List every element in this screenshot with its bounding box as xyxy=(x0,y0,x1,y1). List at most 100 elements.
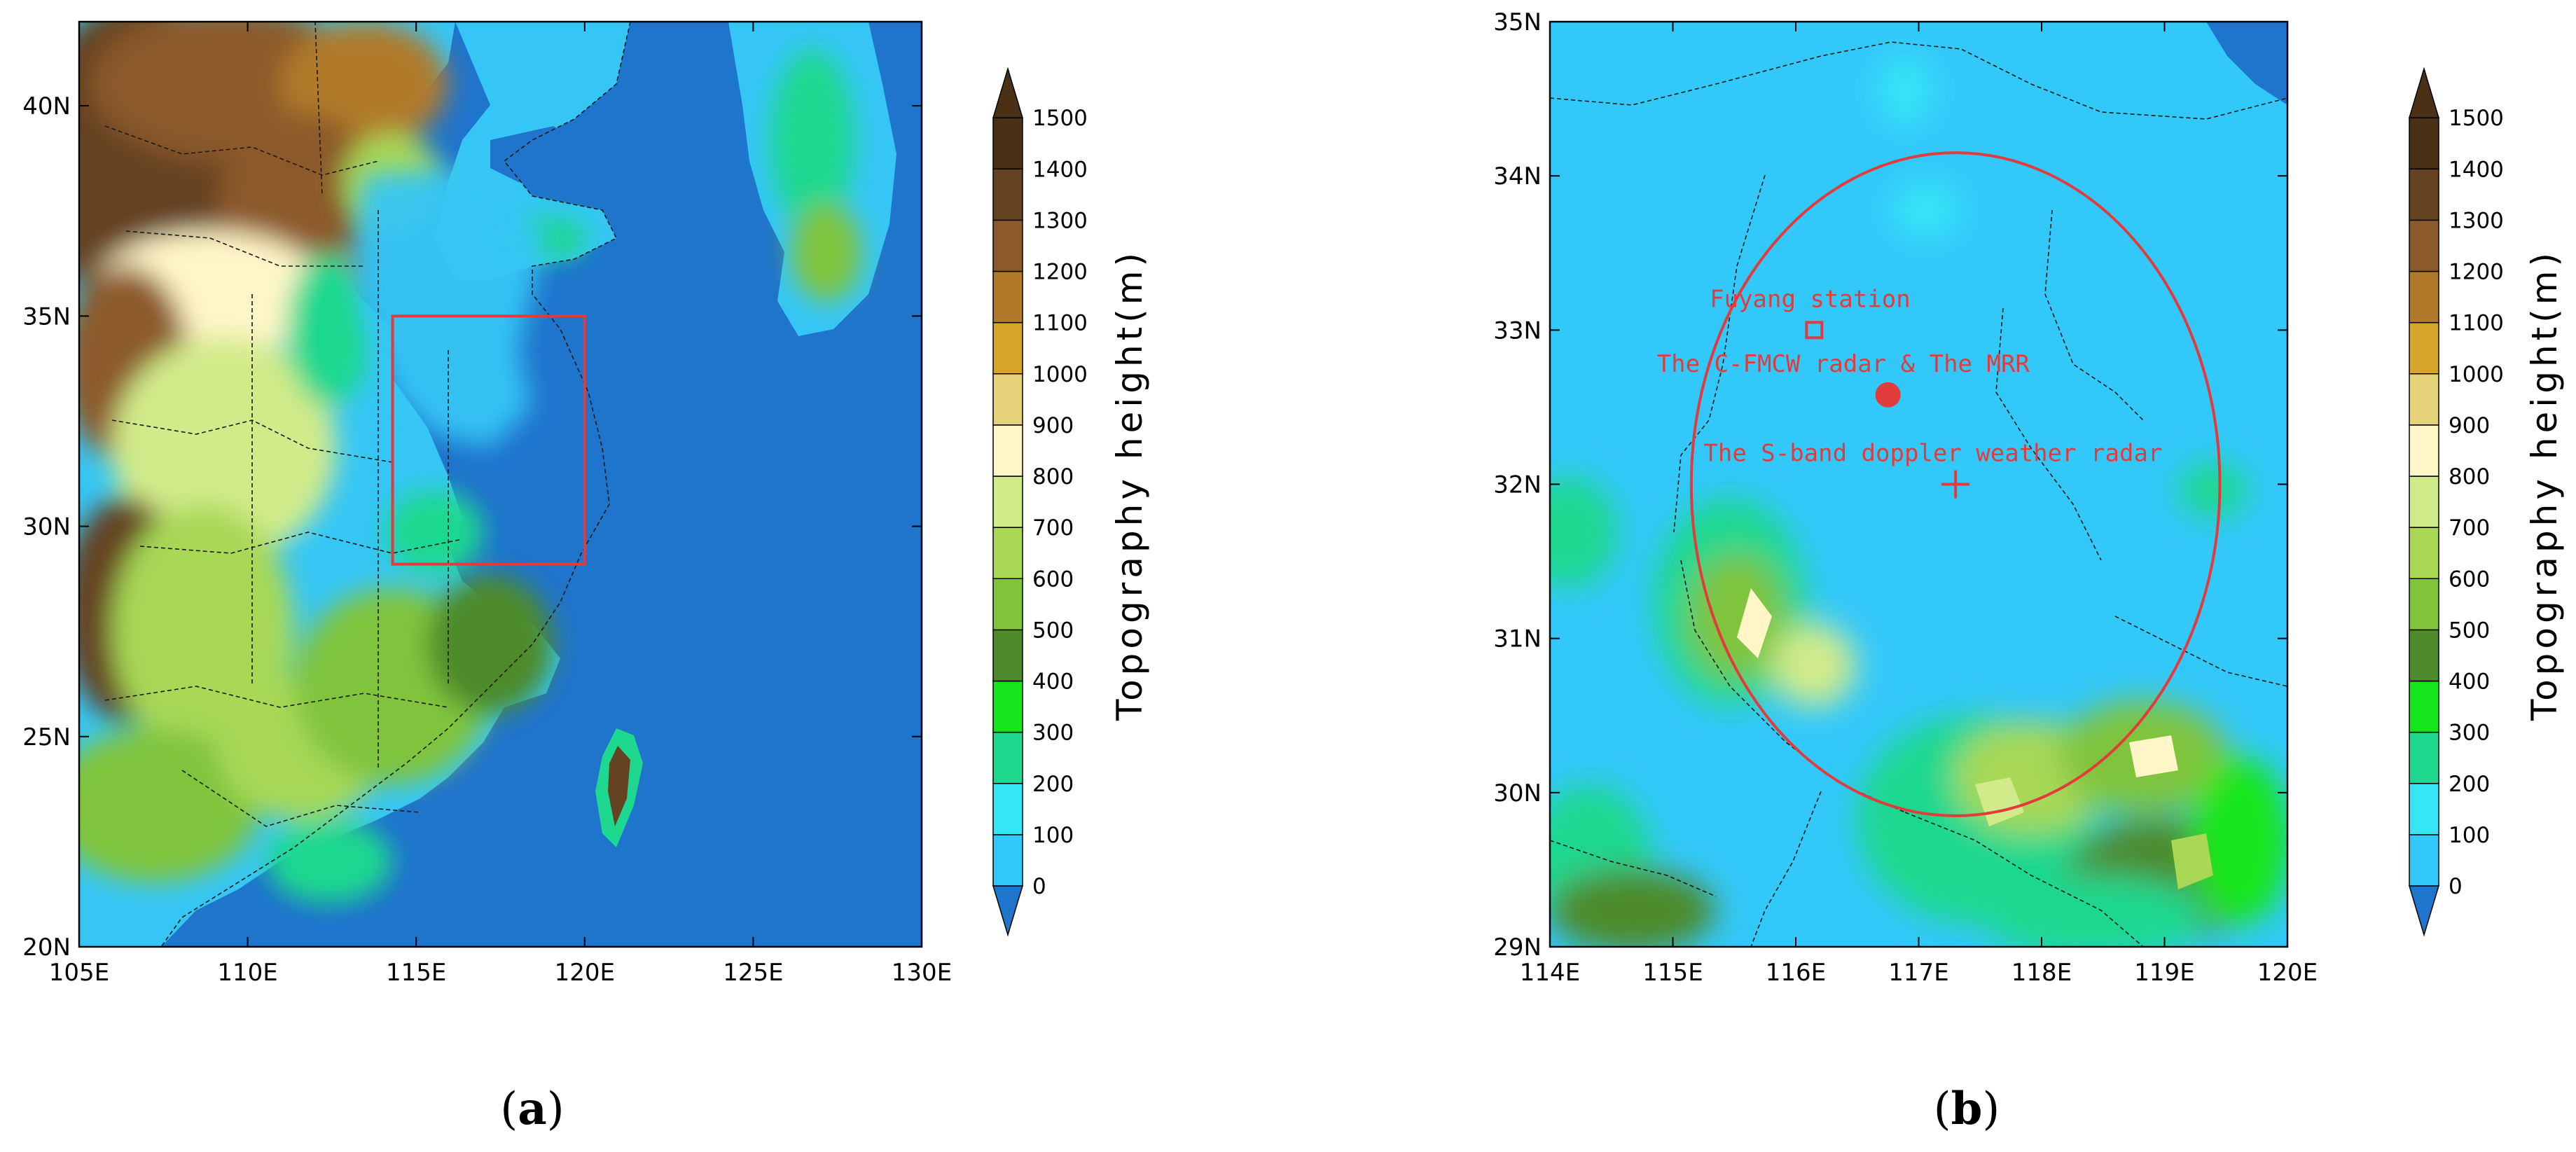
colorbar-a-segment-4 xyxy=(992,680,1023,733)
colorbar-a-segment-12 xyxy=(992,270,1023,324)
colorbar-b-label-0: 0 xyxy=(2449,874,2463,899)
panel-b-sea-corner xyxy=(2206,22,2287,105)
colorbar-b-label-1: 100 xyxy=(2449,823,2490,848)
colorbar-a-overflow-triangle xyxy=(992,67,1024,118)
colorbar-b-segment-5 xyxy=(2409,629,2439,682)
colorbar-b-segment-4 xyxy=(2409,680,2439,733)
panel-a-x-tick-label-2: 115E xyxy=(386,959,446,987)
c-fmcw-radar-marker xyxy=(1875,382,1901,408)
colorbar-b-label-7: 700 xyxy=(2449,515,2490,541)
panel-a-y-tick-label-1: 25N xyxy=(22,723,71,751)
colorbar-b-segment-3 xyxy=(2409,731,2439,784)
colorbar-b-underflow-triangle xyxy=(2408,885,2440,937)
colorbar-b-segment-14 xyxy=(2409,168,2439,221)
colorbar-b-segment-15 xyxy=(2409,117,2439,169)
colorbar-b-label-3: 300 xyxy=(2449,721,2490,746)
panel-a-y-tick-label-3: 35N xyxy=(22,303,71,331)
panel-a-axes: 105E 110E 115E 120E 125E 130E 20N 25N 30N 35N 40N xyxy=(22,22,952,987)
colorbar-a-label-11: 1100 xyxy=(1032,311,1088,336)
panel-b-elevation-field xyxy=(1550,56,2287,947)
panel-b-x-tick-label-5: 119E xyxy=(2134,959,2194,987)
panel-b-y-tick-label-6: 35N xyxy=(1493,8,1542,36)
panel-b-y-tick-label-1: 30N xyxy=(1493,779,1542,807)
colorbar-a-label-12: 1200 xyxy=(1032,260,1088,285)
colorbar-a-segment-6 xyxy=(992,578,1023,631)
panel-b-annotation-1: The C-FMCW radar & The MRR xyxy=(1657,350,2030,378)
colorbar-b-label-9: 900 xyxy=(2449,413,2490,438)
colorbar-b-label-10: 1000 xyxy=(2449,362,2504,387)
colorbar-a-label-13: 1300 xyxy=(1032,208,1088,233)
colorbar-b-segment-7 xyxy=(2409,527,2439,579)
colorbar-a-label-4: 400 xyxy=(1032,669,1074,695)
panel-a-y-tick-label-0: 20N xyxy=(22,934,71,962)
colorbar-a-segment-10 xyxy=(992,373,1023,426)
colorbar-b-label-13: 1300 xyxy=(2449,208,2504,233)
colorbar-a-label-8: 800 xyxy=(1032,464,1074,490)
s-band-radar-marker xyxy=(1941,470,1970,499)
colorbar-b-segment-12 xyxy=(2409,270,2439,324)
colorbar-b-label-2: 200 xyxy=(2449,772,2490,797)
colorbar-b-segment-8 xyxy=(2409,476,2439,528)
colorbar-a-label-7: 700 xyxy=(1032,515,1074,541)
panel-b-annotation-2: The S-band doppler weather radar xyxy=(1703,439,2162,467)
panel-b-x-tick-label-0: 114E xyxy=(1520,959,1580,987)
panel-a-x-tick-label-1: 110E xyxy=(217,959,277,987)
panel-a-terrain xyxy=(79,22,922,947)
panel-b-x-tick-label-6: 120E xyxy=(2257,959,2318,987)
panel-b-label: (b) xyxy=(1934,1083,2000,1135)
panel-a-x-tick-label-5: 130E xyxy=(892,959,952,987)
colorbar-b-segment-13 xyxy=(2409,219,2439,272)
colorbar-a-segment-11 xyxy=(992,321,1023,375)
panel-a-x-tick-label-4: 125E xyxy=(723,959,783,987)
colorbar-b-label-5: 500 xyxy=(2449,618,2490,643)
panel-b-markers xyxy=(1805,321,1970,499)
colorbar-b-segment-11 xyxy=(2409,321,2439,375)
colorbar-a-label-15: 1500 xyxy=(1032,106,1088,131)
panel-b-y-tick-label-3: 32N xyxy=(1493,471,1542,499)
panel-a-frame xyxy=(78,20,923,948)
panel-a-label: (a) xyxy=(500,1083,564,1135)
colorbar-a: 0 100 200 300 400 500 600 700 800 900 1000 1100 1200… xyxy=(992,67,1088,937)
panel-b-y-tick-label-2: 31N xyxy=(1493,625,1542,653)
panel-b-x-tick-label-2: 116E xyxy=(1766,959,1826,987)
panel-a-map: 105E 110E 115E 120E 125E 130E20N25N30N35N40N … xyxy=(22,20,952,1135)
panel-b-annotations: Fuyang station The C-FMCW radar & The MRR… xyxy=(1657,285,2163,467)
colorbar-a-label-6: 600 xyxy=(1032,567,1074,592)
colorbar-a-segment-15 xyxy=(992,117,1023,169)
colorbar-a-segment-3 xyxy=(992,731,1023,784)
colorbar-b: 0 100 200 300 400 500 600 700 800 900 1000 1100 1200… xyxy=(2408,67,2504,937)
colorbar-a-label-1: 100 xyxy=(1032,823,1074,848)
panel-a-y-tick-label-4: 40N xyxy=(22,92,71,120)
colorbar-b-label-14: 1400 xyxy=(2449,157,2504,182)
panel-a-boundaries xyxy=(104,22,463,827)
colorbar-b-segment-6 xyxy=(2409,578,2439,631)
panel-a-study-area-box xyxy=(391,314,586,566)
colorbar-a-segment-14 xyxy=(992,168,1023,221)
colorbar-a-underflow-triangle xyxy=(992,885,1024,937)
panel-a-taiwan-peak xyxy=(608,746,630,826)
fuyang-station-marker xyxy=(1805,321,1824,340)
panel-b-terrain xyxy=(1550,22,2287,947)
colorbar-b-overflow-triangle xyxy=(2408,67,2440,118)
panel-b-x-tick-label-4: 118E xyxy=(2011,959,2072,987)
panel-a-elevation-field xyxy=(79,22,861,903)
colorbar-a-label-10: 1000 xyxy=(1032,362,1088,387)
colorbar-b-label-15: 1500 xyxy=(2449,106,2504,131)
panel-a-label-letter: a xyxy=(518,1083,546,1135)
colorbar-b-title: Topography height(m) xyxy=(2524,249,2565,721)
panel-b-y-tick-label-0: 29N xyxy=(1493,934,1542,962)
colorbar-a-label-2: 200 xyxy=(1032,772,1074,797)
colorbar-a-label-0: 0 xyxy=(1032,874,1046,899)
panel-b-map: Fuyang station The C-FMCW radar & The MRR… xyxy=(1493,8,2318,1135)
panel-b-axes: 114E 115E 116E 117E 118E 119E 120E 29N 30N 31N 32N… xyxy=(1493,8,2318,987)
colorbar-a-title: Topography height(m) xyxy=(1109,249,1150,721)
panel-a-x-tick-label-3: 120E xyxy=(555,959,615,987)
colorbar-b-segment-2 xyxy=(2409,783,2439,835)
s-band-radar-coverage-circle xyxy=(1689,151,2222,817)
colorbar-b-label-6: 600 xyxy=(2449,567,2490,592)
panel-a-north-china-plain xyxy=(350,168,546,448)
panel-a-y-tick-label-2: 30N xyxy=(22,513,71,541)
colorbar-b-segment-9 xyxy=(2409,424,2439,477)
panel-a-x-tick-label-0: 105E xyxy=(49,959,109,987)
